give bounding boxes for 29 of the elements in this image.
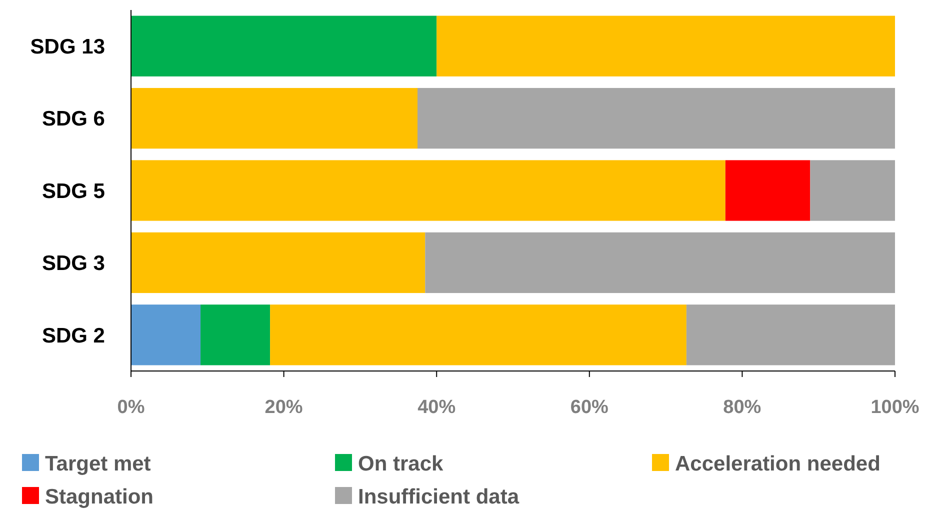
bar (418, 88, 895, 149)
bar (200, 304, 270, 366)
x-tick-label: 80% (723, 397, 762, 418)
x-tick-label: 20% (264, 397, 303, 418)
bar (686, 304, 895, 366)
legend-label: Insufficient data (358, 485, 520, 508)
bar (810, 160, 895, 221)
x-tick-label: 60% (570, 397, 609, 418)
y-tick-label: SDG 2 (42, 324, 105, 348)
bar (131, 160, 726, 221)
bar (436, 16, 895, 76)
bar (131, 304, 201, 366)
bar (131, 232, 426, 294)
x-tick-label: 40% (418, 397, 456, 418)
legend-label: On track (358, 452, 444, 476)
bar (131, 16, 437, 76)
y-tick-label: SDG 3 (42, 252, 105, 276)
x-tick-label: 0% (117, 397, 145, 418)
legend-label: Acceleration needed (675, 452, 880, 476)
bar (131, 88, 418, 149)
legend-label: Stagnation (45, 485, 154, 508)
y-tick-label: SDG 13 (30, 35, 105, 58)
bar (425, 232, 895, 294)
legend-label: Target met (45, 452, 151, 476)
bar (725, 160, 810, 221)
y-tick-label: SDG 6 (42, 108, 105, 131)
y-tick-label: SDG 5 (42, 180, 106, 203)
x-tick-label: 100% (870, 397, 920, 418)
bar (270, 304, 686, 366)
